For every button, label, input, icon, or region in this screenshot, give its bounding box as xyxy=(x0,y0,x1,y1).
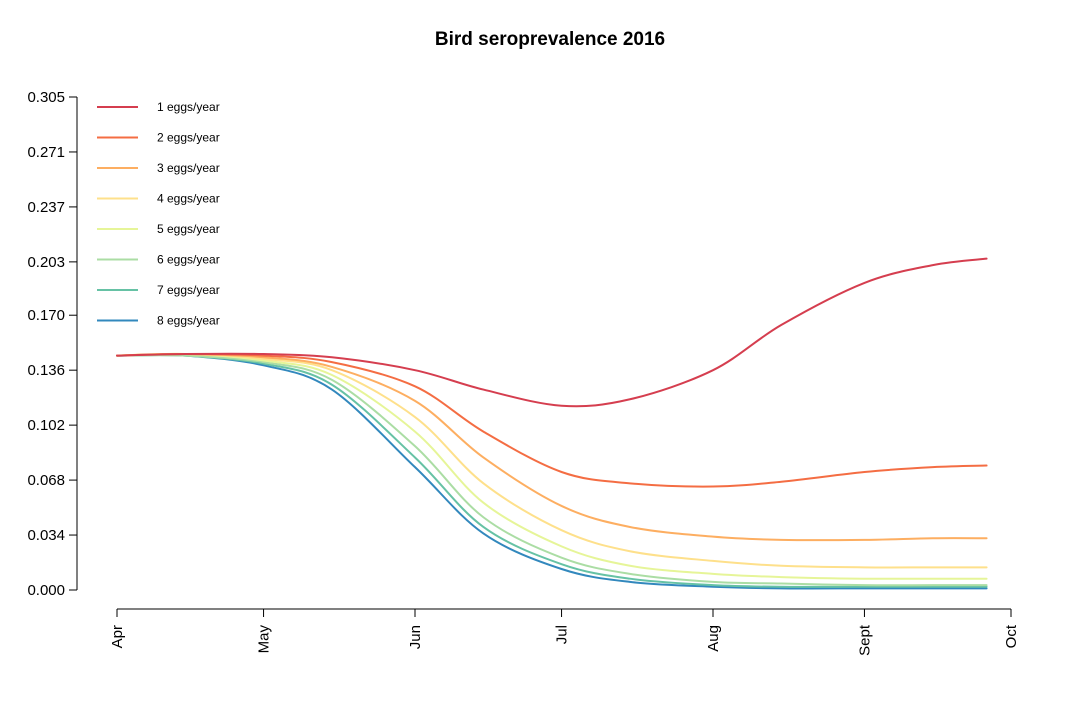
y-tick-label: 0.203 xyxy=(27,254,65,271)
series-line-7 xyxy=(116,354,988,588)
legend: 1 eggs/year 2 eggs/year 3 eggs/year 4 eggs/… xyxy=(97,100,220,328)
series-lines xyxy=(116,257,988,590)
legend-entry: 2 eggs/year xyxy=(97,131,220,145)
legend-label: 2 eggs/year xyxy=(157,131,220,145)
legend-entry: 7 eggs/year xyxy=(97,283,220,297)
legend-entry: 5 eggs/year xyxy=(97,222,220,236)
y-tick-label: 0.170 xyxy=(27,307,65,324)
x-tick-label: Oct xyxy=(1003,624,1020,648)
chart-title: Bird seroprevalence 2016 xyxy=(435,29,665,50)
legend-entry: 6 eggs/year xyxy=(97,253,220,267)
x-tick-label: Jun xyxy=(407,625,424,649)
legend-entry: 3 eggs/year xyxy=(97,161,220,175)
x-tick-label: Aug xyxy=(705,625,722,652)
legend-label: 7 eggs/year xyxy=(157,283,220,297)
legend-label: 1 eggs/year xyxy=(157,100,220,114)
x-axis-ticks: Apr May Jun Jul Aug Sept Oct xyxy=(109,609,1020,656)
legend-label: 6 eggs/year xyxy=(157,253,220,267)
series-line-6 xyxy=(116,354,988,587)
series-line-4 xyxy=(116,352,988,569)
legend-entry: 4 eggs/year xyxy=(97,192,220,206)
y-tick-label: 0.034 xyxy=(27,527,65,544)
series-line-5 xyxy=(116,352,988,580)
legend-entry: 8 eggs/year xyxy=(97,314,220,328)
x-tick-label: May xyxy=(256,625,273,654)
legend-label: 4 eggs/year xyxy=(157,192,220,206)
series-line-3 xyxy=(116,352,988,542)
x-tick-label: Jul xyxy=(554,625,571,644)
y-tick-label: 0.068 xyxy=(27,472,65,489)
legend-label: 8 eggs/year xyxy=(157,314,220,328)
legend-label: 3 eggs/year xyxy=(157,161,220,175)
y-tick-label: 0.305 xyxy=(27,89,65,106)
y-axis-ticks: 0.000 0.034 0.068 0.102 0.136 0.170 0.203 0.237… xyxy=(27,89,77,599)
legend-label: 5 eggs/year xyxy=(157,222,220,236)
series-line-8 xyxy=(116,353,988,590)
legend-entry: 1 eggs/year xyxy=(97,100,220,114)
y-tick-label: 0.000 xyxy=(27,582,65,599)
y-tick-label: 0.271 xyxy=(27,144,65,161)
y-tick-label: 0.136 xyxy=(27,362,65,379)
series-line-1 xyxy=(116,257,988,408)
y-tick-label: 0.237 xyxy=(27,199,65,216)
y-tick-label: 0.102 xyxy=(27,417,65,434)
series-line-2 xyxy=(116,353,988,488)
x-tick-label: Apr xyxy=(109,625,126,648)
x-tick-label: Sept xyxy=(856,624,873,656)
